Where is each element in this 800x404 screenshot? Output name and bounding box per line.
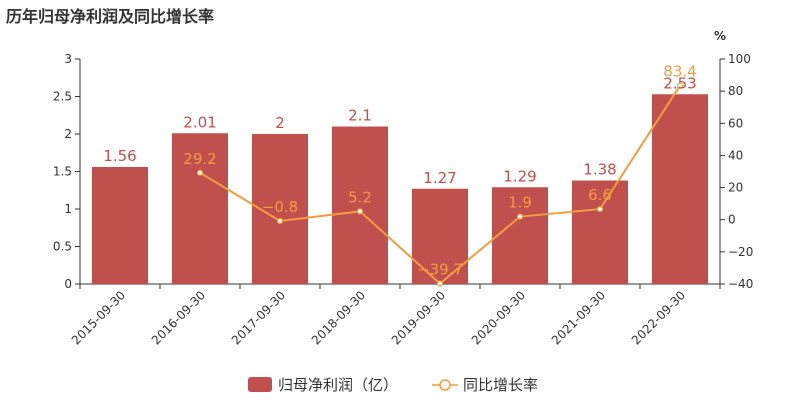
line-value-label: −0.8 bbox=[262, 198, 298, 216]
line-layer bbox=[196, 82, 684, 287]
left-axis-tick-label: 0 bbox=[64, 277, 72, 291]
growth-point bbox=[356, 208, 364, 215]
bar-value-label: 2.01 bbox=[183, 113, 216, 131]
line-value-label: −39.7 bbox=[417, 261, 463, 279]
legend-bar-swatch bbox=[248, 377, 272, 392]
left-axis-tick-label: 3 bbox=[64, 52, 72, 66]
right-axis-tick-label: 20 bbox=[728, 181, 743, 195]
bar bbox=[572, 180, 628, 284]
left-axis-tick-label: 1 bbox=[64, 202, 72, 216]
chart-title: 历年归母净利润及同比增长率 bbox=[6, 7, 214, 26]
right-axis-unit: % bbox=[714, 29, 726, 43]
legend: 归母净利润（亿） 同比增长率 bbox=[248, 376, 538, 394]
right-axis-tick-label: −20 bbox=[728, 245, 753, 259]
x-axis-tick-label: 2019-09-30 bbox=[389, 288, 448, 347]
growth-point bbox=[676, 82, 684, 89]
bar-value-label: 1.27 bbox=[423, 169, 456, 187]
right-axis-tick-label: 40 bbox=[728, 148, 743, 162]
x-axis-tick-label: 2016-09-30 bbox=[149, 288, 208, 347]
growth-point bbox=[436, 280, 444, 287]
legend-bar-label: 归母净利润（亿） bbox=[278, 376, 398, 394]
bar-value-label: 1.56 bbox=[103, 147, 136, 165]
bar-value-label: 1.29 bbox=[503, 167, 536, 185]
right-axis-tick-label: 0 bbox=[728, 213, 736, 227]
right-axis-tick-label: 60 bbox=[728, 116, 743, 130]
growth-point bbox=[276, 217, 284, 225]
x-axis-tick-label: 2022-09-30 bbox=[629, 288, 688, 347]
line-value-label: 1.9 bbox=[508, 194, 532, 212]
bar-value-label: 1.38 bbox=[583, 161, 616, 179]
line-value-label: 83.4 bbox=[663, 63, 696, 81]
bar bbox=[332, 126, 388, 284]
bar bbox=[492, 187, 548, 284]
bar bbox=[172, 133, 228, 284]
bar-value-label: 2 bbox=[275, 114, 285, 132]
left-axis-tick-label: 1.5 bbox=[53, 165, 72, 179]
line-value-label: 29.2 bbox=[183, 150, 216, 168]
x-axis-tick-label: 2015-09-30 bbox=[69, 288, 128, 347]
bars-layer bbox=[92, 94, 708, 284]
line-value-label: 5.2 bbox=[348, 188, 372, 206]
bar-value-label: 2.1 bbox=[348, 107, 372, 125]
bar-value-label: 2.53 bbox=[663, 74, 696, 92]
left-axis-tick-label: 2.5 bbox=[53, 90, 72, 104]
legend-line-marker bbox=[439, 379, 451, 391]
left-axis-tick-label: 2 bbox=[64, 127, 72, 141]
legend-line-label: 同比增长率 bbox=[463, 376, 538, 394]
right-axis-tick-label: 80 bbox=[728, 84, 743, 98]
x-axis-tick-label: 2021-09-30 bbox=[549, 288, 608, 347]
left-axis-tick-label: 0.5 bbox=[53, 240, 72, 254]
axes-layer: 00.511.522.53−40−20020406080100%2015-09-… bbox=[53, 29, 753, 347]
x-axis-tick-label: 2018-09-30 bbox=[309, 288, 368, 347]
labels-layer: 1.56 2.01 2 2.1 1.27 1.29 1.38 2.53 29.2 −0.8 5.2 −… bbox=[103, 63, 696, 279]
right-axis-tick-label: 100 bbox=[728, 52, 751, 66]
growth-point bbox=[196, 169, 204, 176]
right-axis-tick-label: −40 bbox=[728, 277, 753, 291]
growth-point bbox=[516, 213, 524, 220]
line-value-label: 6.6 bbox=[588, 186, 612, 204]
bar bbox=[92, 167, 148, 284]
bar bbox=[652, 94, 708, 284]
growth-point bbox=[596, 206, 604, 213]
x-axis-tick-label: 2020-09-30 bbox=[469, 288, 528, 347]
x-axis-tick-label: 2017-09-30 bbox=[229, 288, 288, 347]
